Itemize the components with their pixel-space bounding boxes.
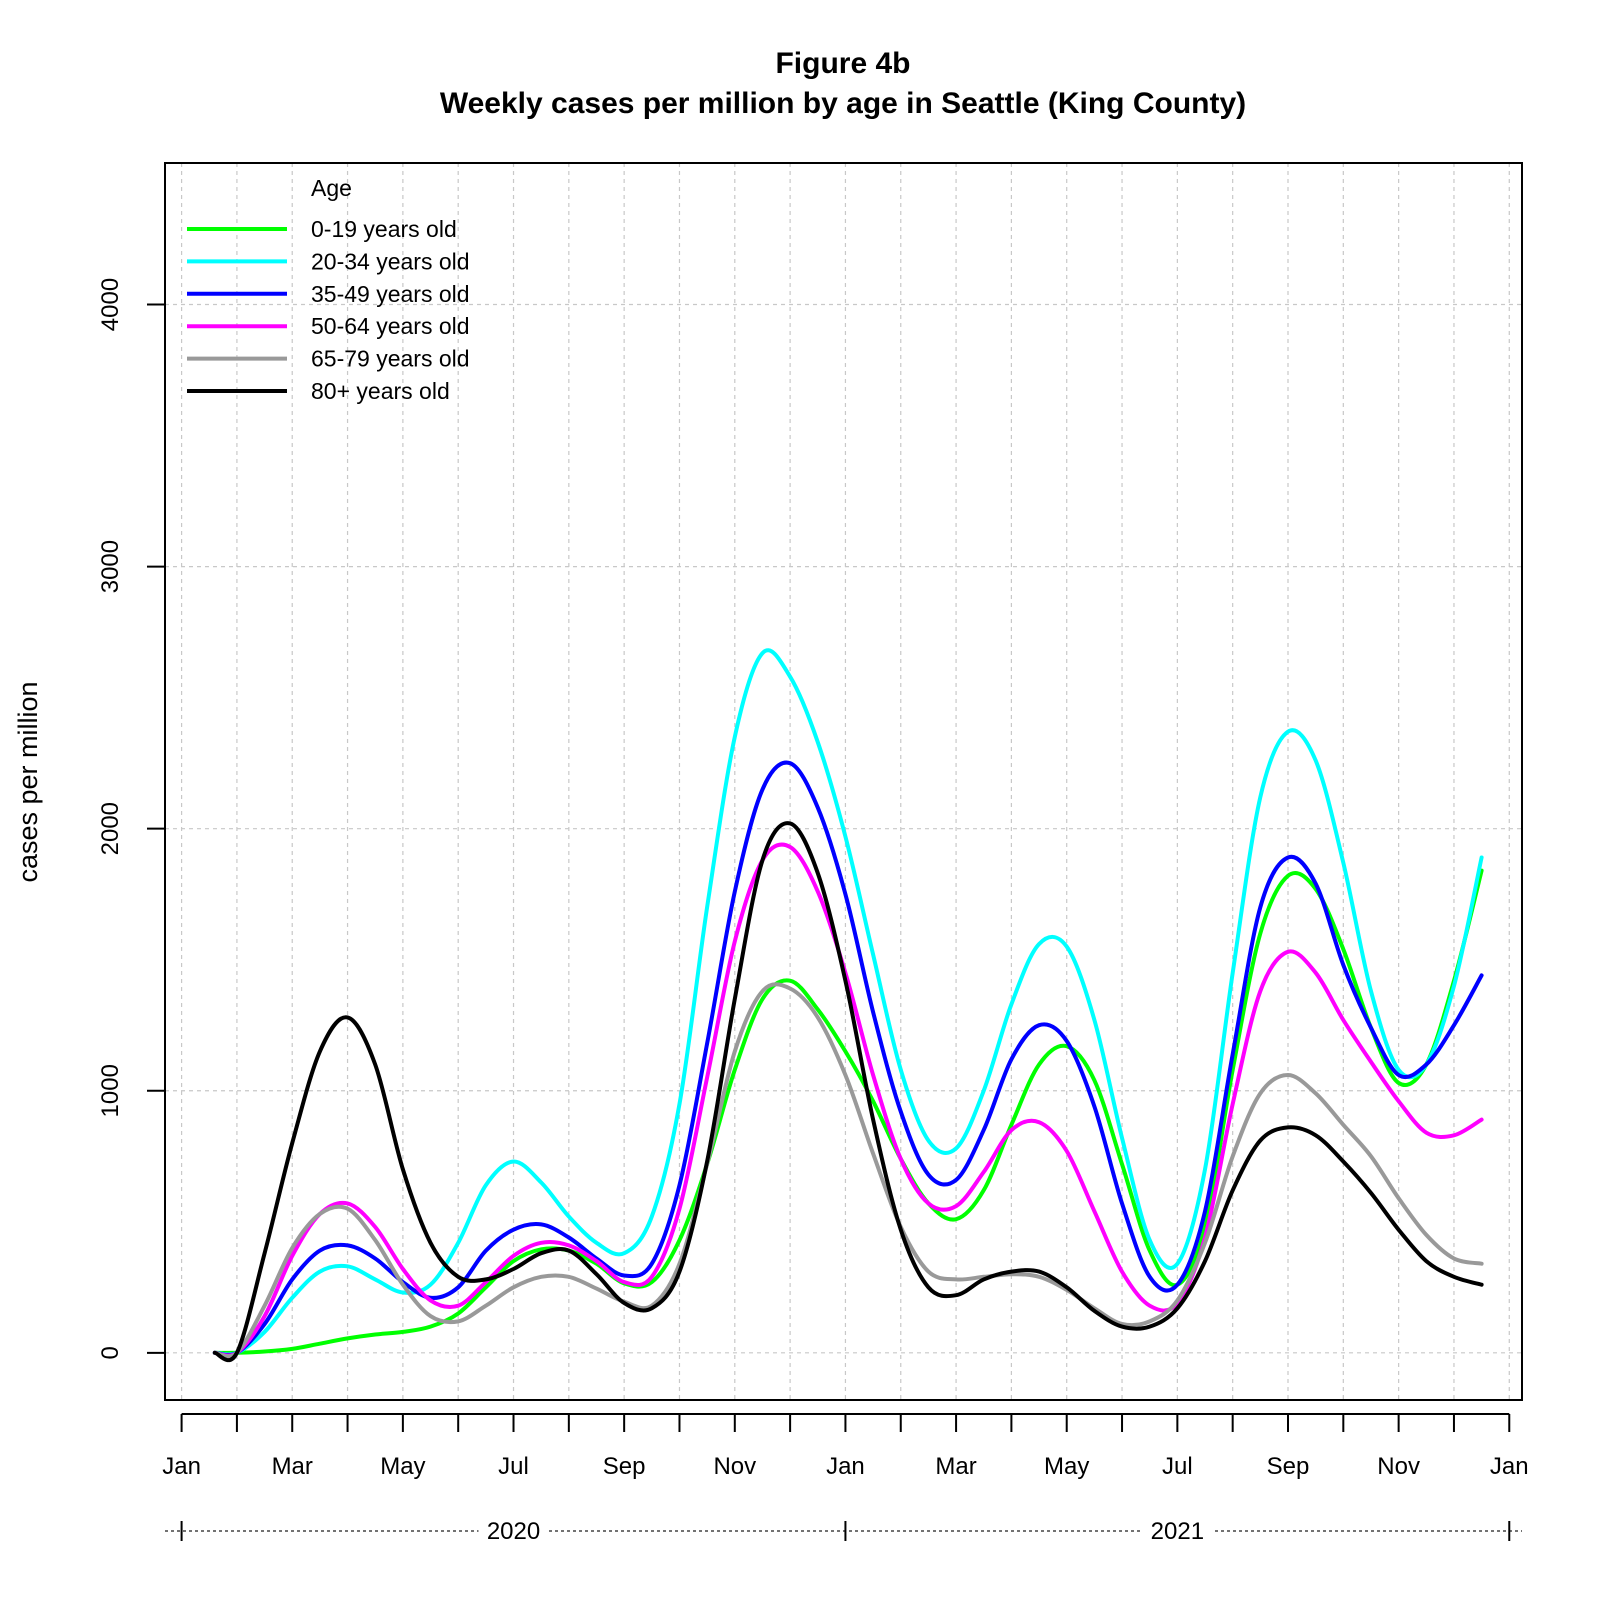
x-tick-label: Sep: [1267, 1453, 1310, 1480]
year-label-bg: [1142, 1517, 1213, 1545]
x-tick-label: Mar: [935, 1453, 976, 1480]
legend-label: 35-49 years old: [311, 281, 470, 307]
x-tick-label: Jul: [1162, 1453, 1193, 1480]
x-tick-label: May: [1044, 1453, 1089, 1480]
year-label: 2020: [487, 1518, 540, 1545]
legend-title: Age: [311, 175, 352, 201]
y-tick-label: 3000: [97, 540, 124, 593]
x-tick-label: Sep: [603, 1453, 646, 1480]
chart-subtitle: Weekly cases per million by age in Seatt…: [440, 87, 1246, 120]
x-tick-label: Jul: [498, 1453, 529, 1480]
year-label: 2021: [1151, 1518, 1204, 1545]
y-tick-label: 0: [97, 1346, 124, 1359]
legend-label: 50-64 years old: [311, 313, 470, 339]
legend-label: 65-79 years old: [311, 346, 470, 372]
y-tick-label: 2000: [97, 802, 124, 855]
series-lines: [212, 648, 1484, 1363]
series-line-80-years-old: [212, 821, 1484, 1363]
y-axis: 0 1000 2000 3000 4000: [97, 278, 165, 1360]
series-line-50-64-years-old: [212, 842, 1484, 1358]
year-axis: 2020 2021: [165, 1517, 1522, 1545]
grid: [165, 163, 1522, 1400]
legend-label: 80+ years old: [311, 378, 450, 404]
year-label-bg: [478, 1517, 549, 1545]
x-tick-label: Nov: [713, 1453, 756, 1480]
series-line-65-79-years-old: [212, 982, 1484, 1359]
y-tick-label: 4000: [97, 278, 124, 331]
series-line-0-19-years-old: [212, 868, 1484, 1355]
x-axis: Jan Mar May Jul Sep Nov Jan Mar May Jul Sep Nov Jan: [162, 1413, 1529, 1480]
x-tick-label: Jan: [826, 1453, 865, 1480]
x-tick-label: May: [380, 1453, 425, 1480]
x-tick-label: Jan: [162, 1453, 201, 1480]
legend-label: 0-19 years old: [311, 216, 457, 242]
series-line-35-49-years-old: [212, 760, 1484, 1357]
plot-frame: [164, 162, 1523, 1401]
x-tick-label: Mar: [272, 1453, 313, 1480]
y-tick-label: 1000: [97, 1064, 124, 1117]
legend: Age 0-19 years old 20-34 years old 35-49 y…: [187, 175, 470, 404]
legend-label: 20-34 years old: [311, 248, 470, 274]
series-line-20-34-years-old: [212, 648, 1484, 1357]
x-tick-label: Nov: [1377, 1453, 1420, 1480]
chart-title: Figure 4b: [775, 47, 910, 80]
y-axis-label: cases per million: [13, 681, 43, 882]
x-tick-label: Jan: [1490, 1453, 1529, 1480]
